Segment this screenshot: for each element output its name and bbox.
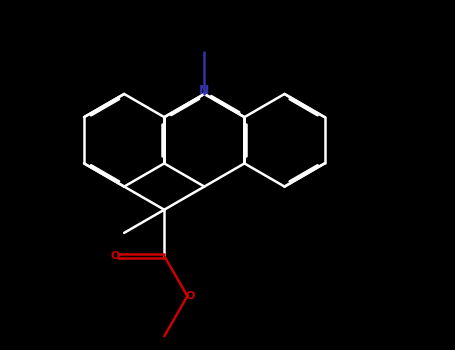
Text: O: O — [185, 291, 194, 301]
Text: N: N — [199, 84, 210, 97]
Text: O: O — [111, 251, 120, 261]
